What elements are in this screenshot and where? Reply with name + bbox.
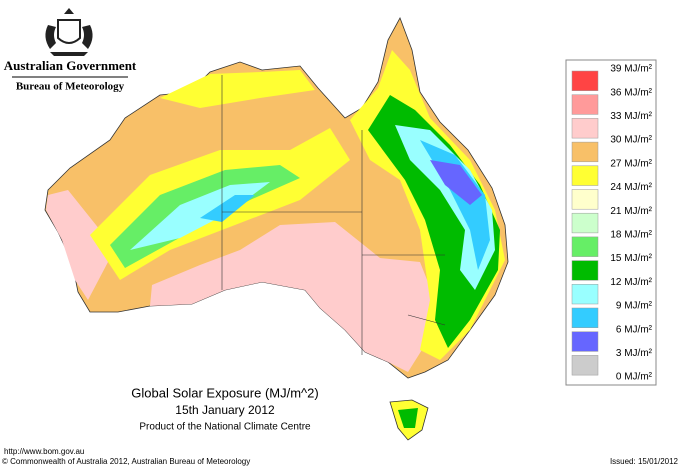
legend-swatch	[571, 118, 599, 139]
legend-label: 30 MJ/m²	[610, 135, 652, 146]
yellow-north	[160, 70, 315, 108]
blue-east	[420, 140, 490, 270]
indigo-east	[430, 160, 482, 205]
website: http://www.bom.gov.au	[4, 447, 84, 456]
legend-swatch	[571, 165, 599, 186]
legend-swatch	[571, 260, 599, 281]
legend: 39 MJ/m² 36 MJ/m² 33 MJ/m² 30 MJ/m² 27 MJ/m²…	[571, 64, 653, 383]
blue-band	[200, 195, 255, 222]
agency-name: Bureau of Meteorology	[16, 81, 125, 93]
pink-west	[46, 190, 108, 300]
australia-map	[44, 17, 509, 441]
issued-date: Issued: 15/01/2012	[610, 457, 679, 466]
legend-label: 6 MJ/m²	[616, 324, 653, 335]
crest	[45, 8, 93, 56]
map-product: Product of the National Climate Centre	[139, 422, 311, 433]
legend-swatch	[571, 331, 599, 352]
legend-label: 3 MJ/m²	[616, 348, 653, 359]
legend-label: 0 MJ/m²	[616, 372, 653, 383]
map-title: Global Solar Exposure (MJ/m^2)	[131, 385, 318, 400]
legend-label: 27 MJ/m²	[610, 158, 652, 169]
legend-swatch	[571, 236, 599, 257]
green-east	[368, 95, 500, 348]
tasmania-green	[398, 408, 418, 428]
legend-swatch	[571, 212, 599, 234]
legend-swatch	[571, 70, 599, 91]
legend-label: 39 MJ/m²	[610, 64, 652, 75]
copyright: © Commonwealth of Australia 2012, Austra…	[2, 457, 250, 466]
legend-label: 21 MJ/m²	[610, 206, 652, 217]
legend-label: 9 MJ/m²	[616, 301, 653, 312]
legend-label: 36 MJ/m²	[610, 87, 652, 98]
map-date: 15th January 2012	[175, 403, 275, 417]
legend-swatch	[571, 355, 599, 376]
legend-swatch	[571, 94, 599, 115]
pink-zone	[150, 222, 435, 372]
legend-label: 33 MJ/m²	[610, 111, 652, 122]
legend-swatch	[571, 141, 599, 163]
legend-label: 12 MJ/m²	[610, 277, 652, 288]
legend-label: 24 MJ/m²	[610, 182, 652, 193]
state-borders	[221, 75, 446, 355]
legend-swatch	[571, 307, 599, 328]
legend-label: 15 MJ/m²	[610, 253, 652, 264]
legend-swatch	[571, 189, 599, 210]
legend-swatch	[571, 284, 599, 305]
government-name: Australian Government	[4, 58, 137, 73]
legend-label: 18 MJ/m²	[610, 230, 652, 241]
cyan-east	[395, 125, 495, 290]
